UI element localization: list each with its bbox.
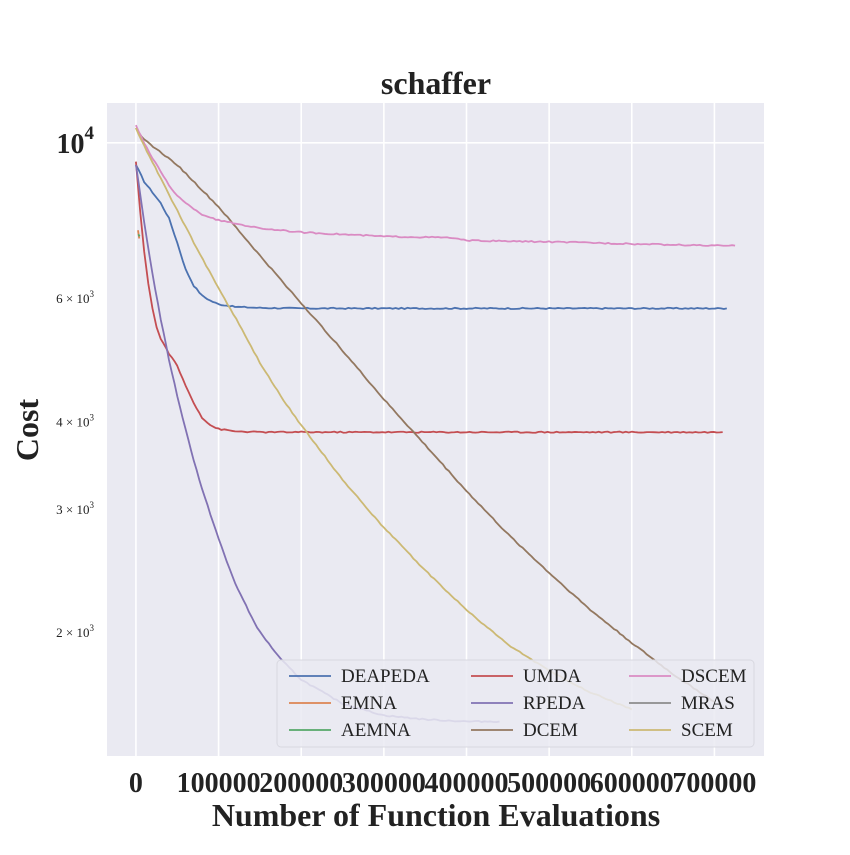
x-tick-label: 400000 <box>424 768 508 799</box>
x-tick-label: 600000 <box>590 768 674 799</box>
legend-label: DCEM <box>523 720 578 741</box>
legend-label: UMDA <box>523 666 581 687</box>
chart-title: schaffer <box>381 65 491 101</box>
y-major-tick-exponent: 4 <box>85 123 95 144</box>
y-axis-label: Cost <box>9 399 45 462</box>
y-minor-tick-exponent: 3 <box>90 412 95 422</box>
x-tick-label: 100000 <box>177 768 261 799</box>
y-minor-tick-exponent: 3 <box>90 289 95 299</box>
legend-label: SCEM <box>681 720 733 741</box>
x-tick-label: 300000 <box>342 768 426 799</box>
x-tick-label: 500000 <box>507 768 591 799</box>
y-minor-tick-label: 3 × 103 <box>56 500 94 517</box>
grid-lines <box>107 103 764 756</box>
x-tick-label: 700000 <box>672 768 756 799</box>
axis-ticks: 0 100000200000300000400000500000600000700… <box>56 123 756 799</box>
legend-label: DEAPEDA <box>341 666 430 687</box>
y-minor-tick-label: 4 × 103 <box>56 412 94 429</box>
series-line-aemna <box>137 233 141 237</box>
legend-label: EMNA <box>341 693 397 714</box>
legend-label: DSCEM <box>681 666 747 687</box>
legend: DEAPEDA EMNA AEMNA UMDA RPEDA DCEM DSCEM MRAS SC… <box>276 659 755 748</box>
series-line-dscem <box>135 124 736 247</box>
legend-label: RPEDA <box>523 693 586 714</box>
y-minor-tick-exponent: 3 <box>90 623 95 633</box>
y-minor-tick-label: 2 × 103 <box>56 623 94 640</box>
legend-label: AEMNA <box>341 720 411 741</box>
x-axis-label: Number of Function Evaluations <box>212 797 660 833</box>
y-major-tick-label: 104 <box>57 123 95 160</box>
plot-background <box>107 103 764 756</box>
y-minor-tick-label: 6 × 103 <box>56 289 94 306</box>
legend-box <box>276 659 755 748</box>
y-minor-tick-exponent: 3 <box>90 500 95 510</box>
x-tick-label: 0 <box>129 768 143 799</box>
legend-label: MRAS <box>681 693 735 714</box>
series-line-umda <box>135 161 723 434</box>
x-tick-label: 200000 <box>259 768 343 799</box>
